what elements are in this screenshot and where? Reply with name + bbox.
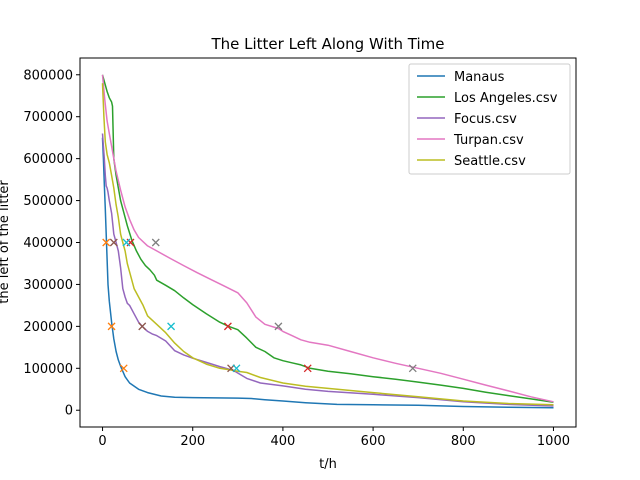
- chart-title: The Litter Left Along With Time: [210, 35, 444, 53]
- y-tick-label-7: 700000: [23, 110, 73, 125]
- legend-label-0: Manaus: [454, 70, 505, 85]
- x-marker-14: [232, 364, 241, 373]
- marker-layer: [102, 238, 417, 373]
- x-marker-11: [408, 364, 417, 373]
- y-tick-label-6: 600000: [23, 152, 73, 167]
- x-tick-label-1: 200: [180, 434, 205, 449]
- x-tick-label-5: 1000: [537, 434, 570, 449]
- y-tick-label-5: 500000: [23, 194, 73, 209]
- y-tick-label-2: 200000: [23, 320, 73, 335]
- x-marker-3: [109, 238, 118, 247]
- x-marker-7: [223, 322, 232, 331]
- y-tick-label-8: 800000: [23, 68, 73, 83]
- x-axis-label: t/h: [319, 457, 337, 472]
- legend-box: [408, 63, 571, 175]
- legend-entries: Manaus Los Angeles.csv Focus.csv Turpan.csv…: [417, 70, 558, 169]
- legend-label-2: Focus.csv: [454, 112, 517, 127]
- legend-label-4: Seattle.csv: [454, 154, 526, 169]
- x-marker-2: [119, 364, 128, 373]
- y-tick-label-1: 100000: [23, 362, 73, 377]
- y-tick-label-3: 300000: [23, 278, 73, 293]
- x-marker-1: [107, 322, 116, 331]
- series-line-1: [101, 74, 554, 404]
- x-marker-12: [122, 238, 131, 247]
- plot-area: [101, 74, 554, 409]
- x-axis-ticks: 0 200 400 600 800 1000: [98, 427, 570, 449]
- x-marker-10: [274, 322, 283, 331]
- x-tick-label-4: 800: [451, 434, 476, 449]
- legend: Manaus Los Angeles.csv Focus.csv Turpan.csv…: [408, 63, 571, 175]
- x-marker-8: [303, 364, 312, 373]
- x-tick-label-2: 400: [270, 434, 295, 449]
- y-tick-label-0: 0: [65, 404, 73, 419]
- x-marker-0: [102, 238, 111, 247]
- x-marker-13: [167, 322, 176, 331]
- x-marker-4: [138, 322, 147, 331]
- y-axis-label: the left of the litter: [0, 180, 12, 304]
- x-tick-label-0: 0: [98, 434, 106, 449]
- x-tick-label-3: 600: [361, 434, 386, 449]
- y-tick-label-4: 400000: [23, 236, 73, 251]
- legend-label-1: Los Angeles.csv: [454, 91, 558, 106]
- legend-label-3: Turpan.csv: [453, 133, 524, 148]
- x-marker-9: [151, 238, 160, 247]
- series-line-4: [101, 83, 554, 406]
- y-axis-ticks: 0 100000 200000 300000 400000 500000 600000 700…: [23, 68, 80, 419]
- series-line-0: [101, 137, 554, 409]
